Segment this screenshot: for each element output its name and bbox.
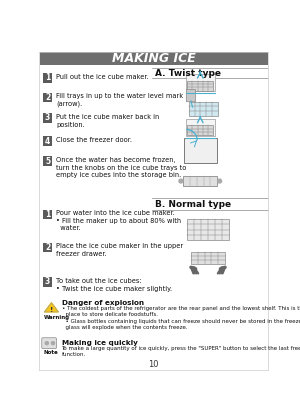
Text: Making ice quickly: Making ice quickly (61, 340, 137, 346)
FancyBboxPatch shape (187, 219, 229, 240)
FancyBboxPatch shape (42, 338, 56, 349)
Text: 10: 10 (148, 360, 159, 369)
FancyBboxPatch shape (187, 125, 213, 135)
FancyBboxPatch shape (43, 209, 52, 219)
Text: 1: 1 (45, 74, 50, 82)
Text: Pull out the ice cube maker.: Pull out the ice cube maker. (56, 74, 149, 80)
FancyBboxPatch shape (43, 136, 52, 145)
Text: Place the ice cube maker in the upper
freezer drawer.: Place the ice cube maker in the upper fr… (56, 243, 183, 257)
FancyBboxPatch shape (40, 53, 268, 65)
FancyBboxPatch shape (189, 102, 218, 116)
Text: 3: 3 (45, 113, 50, 122)
Text: Fill trays in up to the water level mark
(arrow).: Fill trays in up to the water level mark… (56, 93, 183, 107)
FancyBboxPatch shape (43, 277, 52, 287)
Text: Warning: Warning (44, 315, 70, 320)
Text: 1: 1 (45, 210, 50, 219)
FancyBboxPatch shape (43, 113, 52, 122)
Text: Pour water into the ice cube maker.
• Fill the maker up to about 80% with
  wate: Pour water into the ice cube maker. • Fi… (56, 210, 181, 231)
FancyBboxPatch shape (187, 81, 213, 91)
Text: A. Twist type: A. Twist type (154, 69, 220, 78)
Text: To make a large quantity of ice quickly, press the "SUPER" button to select the : To make a large quantity of ice quickly,… (61, 346, 300, 357)
FancyBboxPatch shape (185, 74, 215, 91)
Polygon shape (44, 303, 58, 312)
FancyBboxPatch shape (183, 176, 217, 186)
Text: Put the ice cube maker back in
position.: Put the ice cube maker back in position. (56, 114, 159, 127)
Text: Note: Note (44, 350, 58, 355)
FancyBboxPatch shape (184, 138, 217, 163)
FancyBboxPatch shape (185, 119, 215, 135)
Circle shape (45, 342, 48, 345)
Text: MAKING ICE: MAKING ICE (112, 52, 196, 65)
Text: 3: 3 (45, 278, 50, 286)
Text: Once the water has become frozen,
turn the knobs on the ice cube trays to
empty : Once the water has become frozen, turn t… (56, 157, 187, 178)
FancyBboxPatch shape (43, 92, 52, 102)
Text: 5: 5 (45, 156, 50, 166)
Circle shape (179, 179, 183, 183)
Text: 4: 4 (45, 137, 50, 145)
Text: To take out the ice cubes:
• Twist the ice cube maker slightly.: To take out the ice cubes: • Twist the i… (56, 278, 172, 292)
Text: !: ! (50, 307, 53, 313)
Circle shape (218, 179, 222, 183)
Text: 2: 2 (45, 93, 50, 102)
Text: 2: 2 (45, 243, 50, 252)
FancyBboxPatch shape (43, 243, 52, 252)
Text: Danger of explosion: Danger of explosion (61, 300, 144, 306)
Text: Close the freezer door.: Close the freezer door. (56, 137, 132, 143)
FancyBboxPatch shape (43, 73, 52, 82)
FancyBboxPatch shape (43, 156, 52, 166)
FancyBboxPatch shape (186, 89, 196, 102)
Circle shape (52, 342, 55, 345)
Text: B. Normal type: B. Normal type (154, 200, 231, 209)
FancyBboxPatch shape (191, 252, 225, 264)
Text: • The coldest parts of the refrigerator are the rear panel and the lowest shelf.: • The coldest parts of the refrigerator … (61, 306, 300, 330)
